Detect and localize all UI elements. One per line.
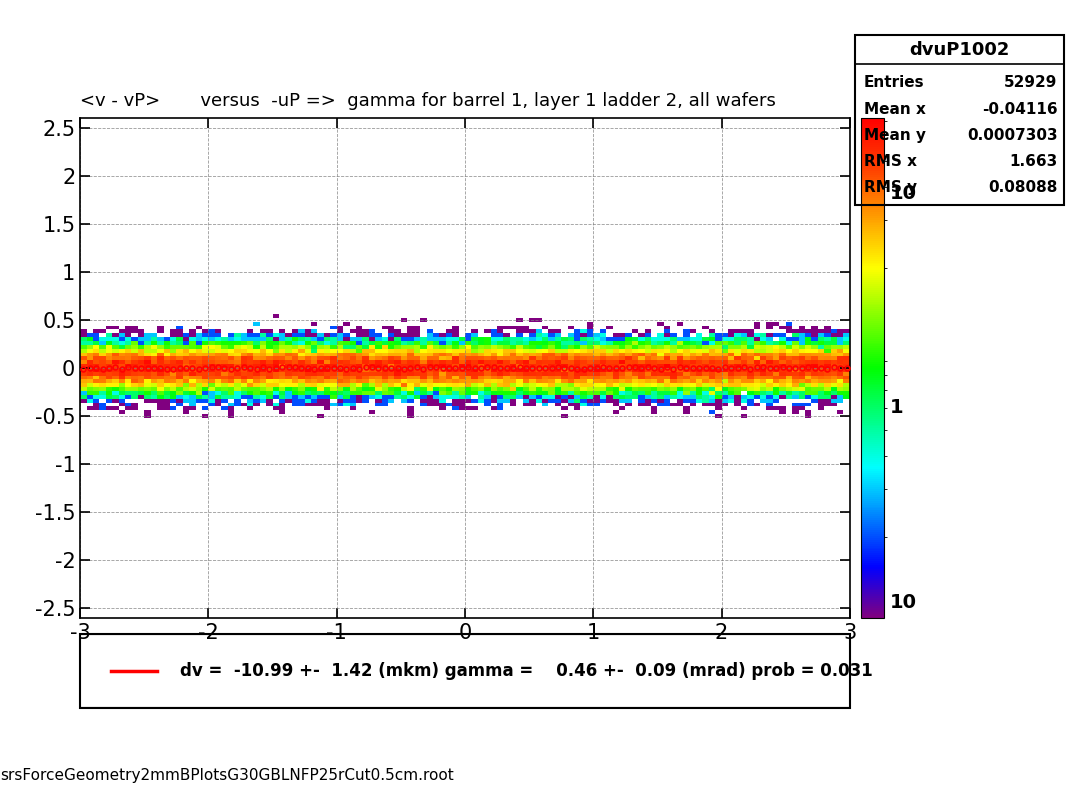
Text: 1: 1 [889, 398, 903, 417]
Text: RMS y: RMS y [864, 180, 916, 195]
Text: 52929: 52929 [1004, 76, 1057, 91]
Text: 10: 10 [889, 593, 916, 612]
Text: Mean y: Mean y [864, 127, 926, 142]
Text: Entries: Entries [864, 76, 925, 91]
Text: srsForceGeometry2mmBPlotsG30GBLNFP25rCut0.5cm.root: srsForceGeometry2mmBPlotsG30GBLNFP25rCut… [0, 768, 453, 783]
Text: Mean x: Mean x [864, 102, 926, 116]
Text: 0.0007303: 0.0007303 [966, 127, 1057, 142]
Text: 10: 10 [889, 183, 916, 202]
Text: 1.663: 1.663 [1009, 154, 1057, 169]
Text: dvuP1002: dvuP1002 [910, 41, 1009, 58]
Text: 0.08088: 0.08088 [988, 180, 1057, 195]
Text: dv =  -10.99 +-  1.42 (mkm) gamma =    0.46 +-  0.09 (mrad) prob = 0.031: dv = -10.99 +- 1.42 (mkm) gamma = 0.46 +… [181, 662, 873, 680]
Text: -0.04116: -0.04116 [981, 102, 1057, 116]
Text: <v - vP>       versus  -uP =>  gamma for barrel 1, layer 1 ladder 2, all wafers: <v - vP> versus -uP => gamma for barrel … [80, 92, 776, 110]
Text: RMS x: RMS x [864, 154, 916, 169]
